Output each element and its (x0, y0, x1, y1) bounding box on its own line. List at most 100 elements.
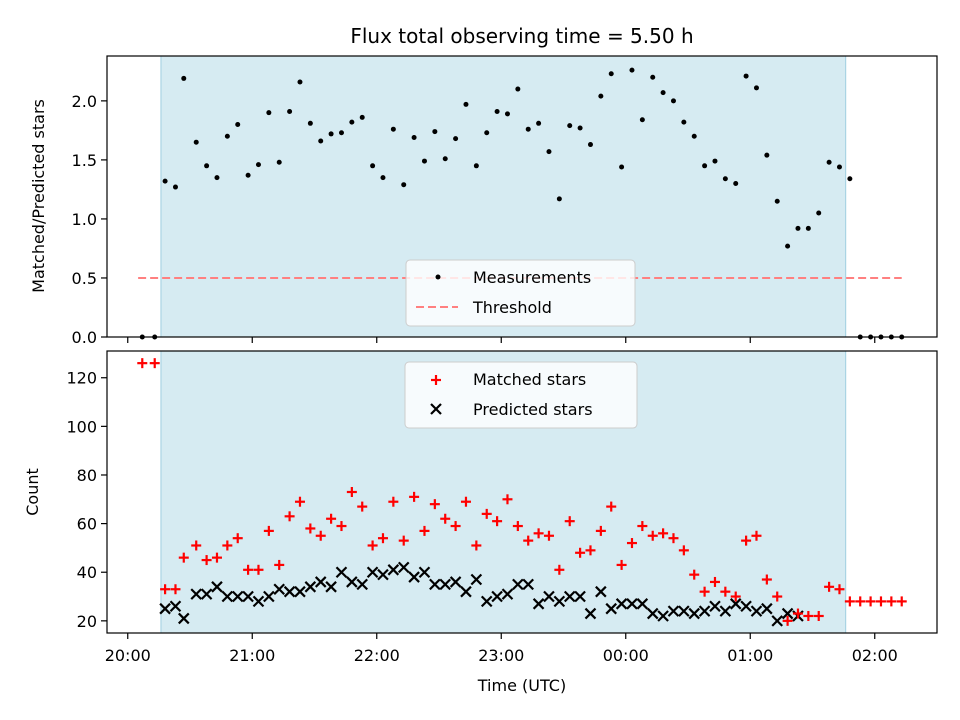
predicted-star-point (252, 595, 265, 608)
matched-star-point (824, 581, 835, 592)
top-plot-frame (106, 55, 938, 338)
matched-star-point (492, 516, 503, 527)
legend-predicted-marker (430, 403, 442, 415)
matched-star-point (699, 586, 710, 597)
x-tick-label: 21:00 (229, 646, 275, 665)
predicted-star-stroke-b (273, 583, 286, 596)
measurement-point (785, 243, 791, 249)
predicted-star-point (460, 585, 472, 598)
predicted-star-point (418, 566, 431, 579)
matched-star-point (357, 501, 368, 512)
legend-threshold-label: Threshold (472, 298, 552, 317)
predicted-star-point (429, 578, 441, 591)
matched-star-point (471, 540, 482, 551)
predicted-star-stroke-b (543, 590, 555, 603)
matched-star-point (263, 525, 274, 536)
predicted-star-point (408, 571, 420, 583)
matched-star-point (137, 358, 148, 369)
measurement-point (681, 119, 687, 125)
measurement-point (359, 114, 365, 120)
predicted-star-stroke-b (439, 578, 452, 591)
measurement-point (546, 149, 552, 155)
measurement-point (691, 133, 697, 139)
matched-star-point (813, 610, 824, 621)
predicted-star-stroke-b (719, 605, 732, 617)
matched-star-point (678, 545, 689, 556)
predicted-star-point (688, 607, 701, 620)
predicted-stars-points (159, 561, 804, 627)
matched-star-point (346, 487, 357, 497)
measurement-point (733, 181, 739, 187)
measurement-point (660, 90, 666, 96)
predicted-star-stroke-b (626, 598, 638, 610)
predicted-star-point (356, 578, 369, 591)
predicted-star-stroke-b (242, 590, 254, 603)
predicted-star-point (584, 607, 597, 620)
predicted-star-stroke-b (231, 590, 244, 603)
matched-star-point (543, 530, 554, 541)
y-tick-label: 40 (77, 563, 97, 582)
matched-star-point (170, 584, 181, 595)
measurement-point (328, 131, 334, 137)
matched-star-point (160, 584, 171, 595)
matched-star-point (326, 513, 337, 524)
measurement-point (473, 163, 479, 169)
matched-star-point (792, 608, 803, 619)
legend-measurements-marker (435, 274, 441, 280)
matched-star-point (201, 555, 212, 566)
measurement-point (504, 111, 510, 117)
measurement-point (484, 130, 490, 136)
y-tick-label: 20 (77, 612, 97, 631)
predicted-star-point (169, 600, 182, 613)
predicted-star-stroke-b (574, 590, 586, 603)
predicted-star-point (449, 576, 462, 588)
matched-star-point (512, 521, 523, 532)
measurement-point (307, 120, 313, 126)
measurement-point (702, 163, 708, 169)
predicted-star-point (304, 581, 317, 593)
measurement-point (515, 86, 521, 92)
predicted-star-stroke-b (449, 576, 462, 588)
measurement-point (805, 225, 811, 231)
predicted-star-stroke-b (657, 610, 669, 622)
predicted-star-point (387, 564, 400, 576)
matched-star-point (222, 540, 233, 551)
predicted-star-stroke-b (177, 612, 190, 625)
measurement-point (795, 225, 801, 231)
predicted-star-stroke-b (750, 605, 763, 617)
measurement-point (338, 130, 344, 136)
predicted-star-stroke-b (200, 588, 213, 600)
bottom-legend: Matched stars Predicted stars (404, 361, 638, 429)
measurement-point (224, 133, 230, 139)
measurement-point (608, 71, 614, 77)
y-tick-label: 100 (66, 417, 97, 436)
y-tick-label: 60 (77, 515, 97, 534)
matched-star-point (772, 591, 783, 602)
predicted-star-point (190, 588, 203, 600)
measurement-point (494, 108, 500, 114)
matched-star-point (709, 576, 720, 587)
chart-title: Flux total observing time = 5.50 h (350, 24, 693, 48)
predicted-star-point (325, 581, 337, 593)
predicted-star-stroke-b (678, 605, 690, 617)
measurement-point (411, 134, 417, 140)
predicted-star-point (522, 578, 535, 591)
top-panel: Flux total observing time = 5.50 h 0.00.… (29, 24, 938, 347)
measurement-point (287, 108, 293, 114)
matched-star-point (460, 496, 471, 507)
predicted-star-stroke-b (740, 600, 752, 613)
matched-star-point (564, 516, 575, 527)
measurement-point (162, 178, 168, 184)
predicted-star-stroke-b (408, 571, 420, 583)
matched-star-point (450, 521, 461, 532)
predicted-star-stroke-b (761, 602, 773, 615)
predicted-star-point (273, 583, 286, 596)
predicted-star-stroke-b (584, 607, 597, 620)
predicted-star-stroke-b (771, 615, 784, 627)
predicted-star-point (553, 595, 566, 608)
matched-star-point (855, 596, 866, 607)
matched-star-point (689, 569, 700, 580)
predicted-star-stroke-b (709, 600, 721, 613)
x-tick-label: 22:00 (354, 646, 400, 665)
predicted-star-point (719, 605, 732, 617)
